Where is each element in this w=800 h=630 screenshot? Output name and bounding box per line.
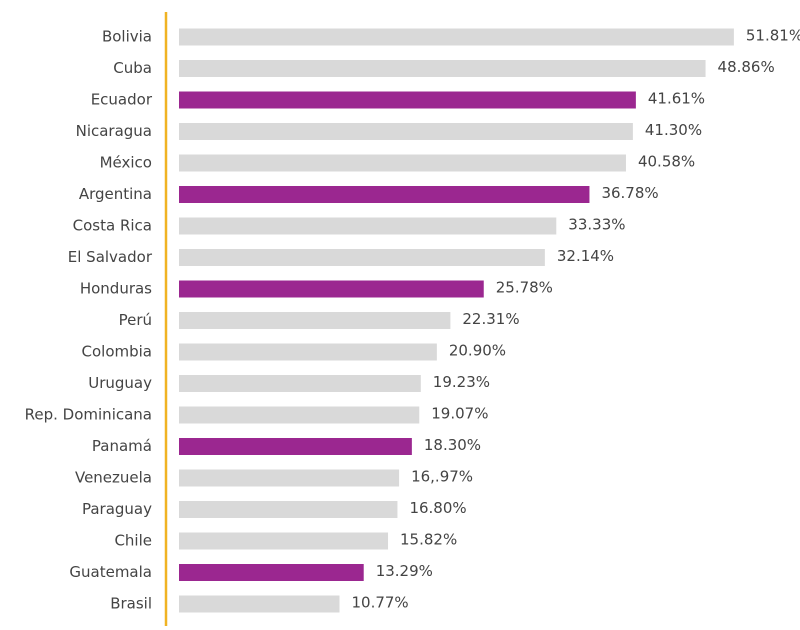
category-label: Brasil (110, 595, 152, 613)
category-label: El Salvador (68, 248, 153, 266)
value-label: 48.86% (718, 58, 775, 76)
bar (179, 343, 437, 361)
value-label: 33.33% (568, 216, 625, 234)
value-label: 20.90% (449, 342, 506, 360)
bar (179, 595, 340, 613)
bar (179, 312, 451, 329)
category-label: Paraguay (82, 500, 152, 518)
bar (179, 217, 557, 235)
category-label: Venezuela (75, 469, 152, 487)
category-label: Panamá (92, 437, 152, 455)
category-label: Chile (114, 532, 152, 550)
category-label: Nicaragua (76, 122, 152, 140)
bar (179, 501, 398, 518)
value-label: 22.31% (462, 310, 519, 328)
value-label: 13.29% (376, 562, 433, 580)
bar (179, 564, 364, 581)
category-label: Ecuador (91, 91, 153, 109)
value-label: 41.30% (645, 121, 702, 139)
bar (179, 60, 706, 77)
category-label: Uruguay (88, 374, 152, 392)
category-label: Honduras (80, 280, 152, 298)
value-label: 19.23% (433, 373, 490, 391)
value-label: 41.61% (648, 90, 705, 108)
category-label: Perú (119, 311, 152, 329)
category-label: México (100, 154, 152, 172)
value-label: 32.14% (557, 247, 614, 265)
category-label: Guatemala (69, 563, 152, 581)
bar (179, 532, 389, 550)
bar (179, 154, 626, 172)
value-label: 51.81% (746, 27, 800, 45)
bar (179, 91, 636, 109)
bar (179, 123, 633, 140)
value-label: 40.58% (638, 153, 695, 171)
value-label: 18.30% (424, 436, 481, 454)
value-label: 25.78% (496, 279, 553, 297)
bar (179, 249, 545, 266)
value-label: 16,.97% (411, 468, 473, 486)
bar (179, 469, 400, 487)
bar (179, 186, 590, 203)
value-label: 10.77% (351, 594, 408, 612)
category-label: Bolivia (102, 28, 152, 46)
value-label: 19.07% (431, 405, 488, 423)
category-label: Colombia (82, 343, 153, 361)
value-label: 15.82% (400, 531, 457, 549)
bar (179, 375, 421, 392)
category-label: Argentina (79, 185, 152, 203)
value-label: 36.78% (601, 184, 658, 202)
category-label: Cuba (113, 59, 152, 77)
value-label: 16.80% (409, 499, 466, 517)
category-label: Costa Rica (73, 217, 152, 235)
bar (179, 438, 412, 455)
category-label: Rep. Dominicana (25, 406, 152, 424)
bar (179, 280, 484, 298)
bar (179, 406, 420, 424)
bar (179, 28, 734, 46)
